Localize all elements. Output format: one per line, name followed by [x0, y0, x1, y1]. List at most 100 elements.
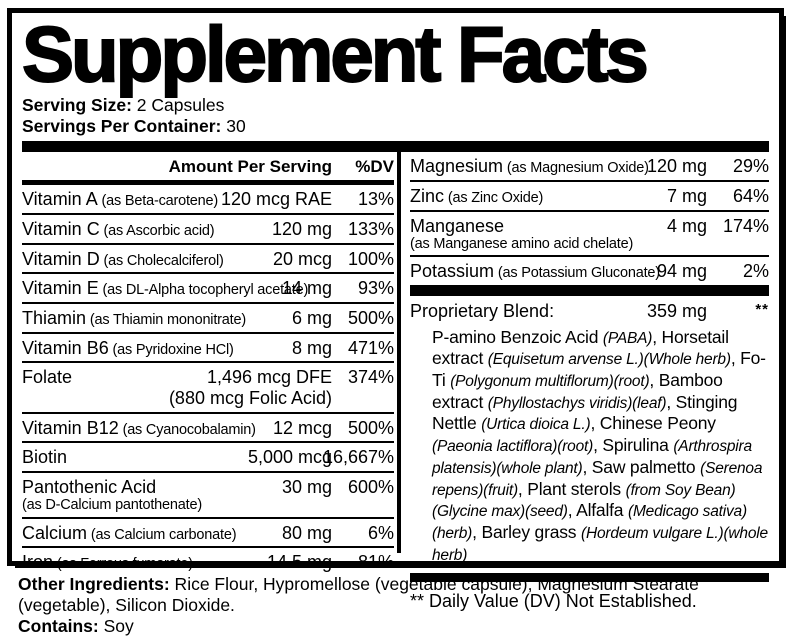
proprietary-blend-ingredients: P-amino Benzoic Acid (PABA), Horsetail e… — [410, 324, 769, 574]
blend-ingredient-name: , Saw palmetto — [582, 456, 701, 477]
serving-size-value: 2 Capsules — [136, 95, 225, 115]
nutrient-dv: 100% — [347, 248, 394, 269]
blend-ingredient-name: , Alfalfa — [567, 500, 628, 521]
nutrient-amount: 12 mcg — [272, 417, 332, 438]
nutrient-dv: 6% — [367, 522, 394, 543]
nutrient-amount: 120 mg — [271, 218, 332, 239]
nutrient-name: Vitamin B6 (as Pyridoxine HCl) — [22, 337, 234, 358]
blend-botanical-name: (Hordeum vulgare L.)(whole herb) — [432, 524, 768, 564]
nutrient-dv: 29% — [732, 156, 769, 177]
serving-size-label: Serving Size: — [22, 95, 132, 115]
nutrient-name: Iron (as Ferrous fumarate) — [22, 552, 193, 573]
nutrient-form: (as DL-Alpha tocopheryl acetate) — [98, 282, 309, 299]
column-header: Amount Per Serving %DV — [22, 152, 394, 186]
nutrient-dv: 133% — [347, 218, 394, 239]
proprietary-blend-dv: ** — [755, 300, 769, 318]
footnote-top-bar — [410, 573, 769, 583]
nutrient-name: Biotin — [22, 447, 68, 468]
nutrient-name: Vitamin E (as DL-Alpha tocopheryl acetat… — [22, 278, 309, 299]
nutrient-amount: 20 mcg — [272, 248, 332, 269]
nutrient-form: (as Ferrous fumarate) — [53, 556, 193, 573]
blend-ingredient-name: P-amino Benzoic Acid — [432, 326, 603, 347]
panel-title: Supplement Facts — [21, 10, 650, 98]
nutrient-name: Vitamin C (as Ascorbic acid) — [22, 218, 215, 239]
other-ingredients-label: Other Ingredients: — [18, 574, 170, 594]
nutrient-amount-line2: (880 mcg Folic Acid) — [168, 388, 332, 409]
servings-per-container-label: Servings Per Container: — [22, 115, 222, 136]
nutrient-row: Vitamin A (as Beta-carotene) 120 mcg RAE 1… — [22, 185, 394, 215]
nutrient-row: Vitamin B12 (as Cyanocobalamin) 12 mcg 500… — [22, 414, 394, 444]
nutrient-row: Thiamin (as Thiamin mononitrate) 6 mg 500% — [22, 304, 394, 334]
nutrient-amount: 14 mg — [281, 278, 332, 299]
nutrient-amount: 5,000 mcg — [247, 447, 332, 468]
other-ingredients-value: Rice Flour, Hypromellose (vegetable caps… — [18, 574, 699, 615]
blend-botanical-name: (from Soy Bean)(Glycine max)(seed) — [432, 481, 736, 521]
nutrient-amount: 30 mg — [281, 477, 332, 498]
supplement-facts-panel: Supplement Facts Serving Size: 2 Capsule… — [7, 8, 784, 611]
footer-text: Other Ingredients: Rice Flour, Hypromell… — [18, 574, 718, 637]
nutrient-row: Iron (as Ferrous fumarate) 14.5 mg 81% — [22, 548, 394, 576]
nutrient-name: Calcium (as Calcium carbonate) — [22, 522, 237, 543]
right-nutrient-rows: Magnesium (as Magnesium Oxide) 120 mg 29% Z… — [410, 152, 769, 287]
contains-label: Contains: — [18, 616, 99, 636]
blend-botanical-name: (Paeonia lactiflora)(root) — [432, 438, 594, 456]
nutrient-dv: 174% — [722, 215, 769, 236]
proprietary-blend-amount: 359 mg — [646, 300, 707, 321]
servings-per-container-value: 30 — [226, 115, 246, 136]
nutrient-row: Vitamin E (as DL-Alpha tocopheryl acetat… — [22, 274, 394, 305]
nutrient-dv: 374% — [347, 367, 394, 388]
blend-top-bar — [410, 286, 769, 296]
nutrient-name: Vitamin D (as Cholecalciferol) — [22, 248, 224, 269]
serving-size-line: Serving Size: 2 Capsules — [22, 95, 769, 116]
nutrient-dv: 471% — [347, 337, 394, 358]
blend-botanical-name: (PABA) — [602, 329, 653, 347]
nutrient-row: Vitamin B6 (as Pyridoxine HCl) 8 mg 471% — [22, 334, 394, 364]
blend-ingredient-name: , Chinese Peony — [590, 413, 716, 434]
nutrient-name: Potassium (as Potassium Gluconate) — [410, 261, 660, 282]
amount-per-serving-header: Amount Per Serving — [168, 157, 332, 177]
other-ingredients-line: Other Ingredients: Rice Flour, Hypromell… — [18, 574, 718, 616]
right-column: Magnesium (as Magnesium Oxide) 120 mg 29% Z… — [401, 152, 769, 611]
blend-botanical-name: (Equisetum arvense L.)(Whole herb) — [487, 351, 731, 369]
nutrient-dv: 13% — [357, 189, 394, 210]
nutrient-dv: 16,667% — [322, 447, 394, 468]
nutrient-amount: 1,496 mcg DFE (880 mcg Folic Acid) — [168, 367, 332, 409]
blend-ingredient-name: , Fo-Ti — [432, 348, 766, 391]
nutrient-name: Manganese (as Manganese amino acid chelat… — [410, 215, 634, 252]
nutrient-dv: 500% — [347, 308, 394, 329]
blend-ingredient-name: , Barley grass — [472, 521, 582, 542]
nutrient-name: Magnesium (as Magnesium Oxide) — [410, 156, 649, 177]
proprietary-blend-row: Proprietary Blend: 359 mg ** — [410, 296, 769, 324]
nutrient-amount: 120 mcg RAE — [220, 189, 332, 210]
blend-botanical-name: (Phyllostachys viridis)(leaf) — [487, 394, 667, 412]
nutrient-form-line2: (as Manganese amino acid chelate) — [410, 235, 634, 252]
nutrient-amount: 4 mg — [666, 215, 707, 236]
proprietary-blend-label: Proprietary Blend: — [410, 300, 555, 321]
nutrient-form: (as Thiamin mononitrate) — [86, 312, 246, 329]
nutrient-name: Thiamin (as Thiamin mononitrate) — [22, 308, 246, 329]
nutrient-dv: 500% — [347, 417, 394, 438]
nutrient-name: Folate — [22, 367, 73, 388]
nutrient-amount: 8 mg — [291, 337, 332, 358]
blend-ingredient-name: , Plant sterols — [517, 478, 626, 499]
nutrient-row: Manganese (as Manganese amino acid chelat… — [410, 212, 769, 258]
nutrient-name: Pantothenic Acid (as D-Calcium pantothena… — [22, 477, 216, 513]
nutrient-form: (as Calcium carbonate) — [87, 526, 237, 543]
nutrient-row: Pantothenic Acid (as D-Calcium pantothena… — [22, 473, 394, 519]
nutrient-row: Magnesium (as Magnesium Oxide) 120 mg 29% — [410, 152, 769, 182]
nutrient-row: Folate 1,496 mcg DFE (880 mcg Folic Acid) 3… — [22, 363, 394, 414]
nutrient-dv: 2% — [742, 261, 769, 282]
column-divider — [397, 152, 401, 553]
blend-ingredient-name: , Stinging Nettle — [432, 391, 738, 434]
nutrient-form: (as Beta-carotene) — [97, 193, 219, 210]
blend-botanical-name: (Arthrospira platensis)(whole plant) — [432, 438, 752, 477]
servings-per-container-line: Servings Per Container: 30 — [22, 116, 769, 137]
nutrient-amount: 6 mg — [291, 308, 332, 329]
nutrient-form: (as Magnesium Oxide) — [503, 160, 649, 177]
nutrient-form: (as Ascorbic acid) — [99, 222, 215, 239]
contains-value: Soy — [98, 616, 134, 636]
nutrient-amount: 14.5 mg — [266, 552, 332, 573]
blend-ingredient-name: , Bamboo extract — [432, 370, 723, 412]
facts-columns: Amount Per Serving %DV Vitamin A (as Bet… — [22, 152, 769, 611]
nutrient-form-line2: (as D-Calcium pantothenate) — [22, 497, 202, 514]
